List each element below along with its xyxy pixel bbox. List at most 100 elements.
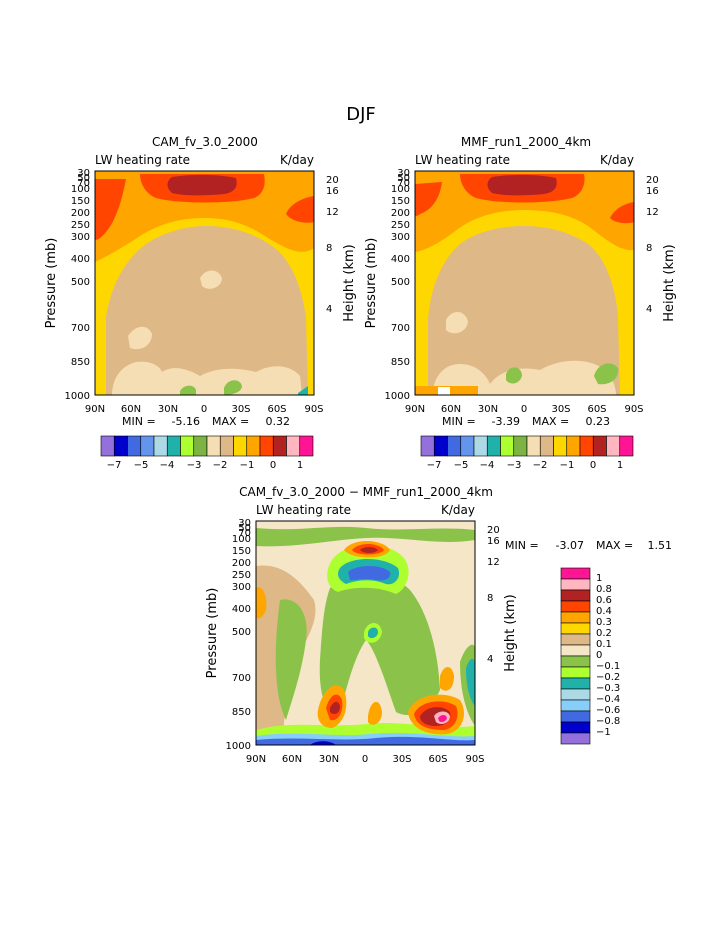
panel-cam: CAM_fv_3.0_2000 LW heating rate K/day 30… [44,135,357,471]
diff-ytick-150: 150 [232,546,251,557]
diff-colorbar-swatches [560,567,591,745]
diff-ytick-50: 50 [238,523,251,534]
panel-cam-yaxis: 30 50 70 100 150 200 250 300 400 500 700… [44,168,90,402]
diff-y2label: Height (km) [503,594,518,671]
panel-mmf-variable: LW heating rate [415,153,510,167]
cam-max-label: MAX = [212,415,249,428]
cam-xtick-60n: 60N [121,404,141,415]
diff-colorbar-swatch [560,655,591,668]
diff-cbar-label-0p3: 0.3 [596,617,612,628]
cam-y2tick-8: 8 [326,243,332,254]
mmf-xtick-60s: 60S [587,404,606,415]
mmf-ylabel: Pressure (mb) [364,238,379,329]
diff-colorbar-swatch [560,677,591,690]
diff-ytick-100: 100 [232,534,251,545]
cam-colorbar-swatch [193,435,208,457]
cam-cbar-label-m1: −1 [240,460,255,471]
cam-fill-red-left [95,179,126,240]
mmf-colorbar-swatch [460,435,475,457]
diff-fill-magenta-lowright [438,715,447,722]
mmf-min-label: MIN = [442,415,476,428]
mmf-y2tick-12: 12 [646,207,659,218]
mmf-colorbar-swatch [592,435,607,457]
cam-y2tick-4: 4 [326,304,332,315]
mmf-ytick-150: 150 [391,196,410,207]
mmf-cbar-label-m4: −4 [480,460,495,471]
diff-cbar-label-m0p2: −0.2 [596,672,620,683]
diff-fill-teal-center [368,627,378,639]
diff-colorbar-swatch [560,644,591,657]
mmf-ytick-70: 70 [397,178,410,189]
diff-y2tick-20: 20 [487,525,500,536]
cam-fill-wheat-patch [128,326,152,350]
cam-colorbar-swatch [100,435,115,457]
mmf-ytick-700: 700 [391,323,410,334]
diff-ytick-400: 400 [232,604,251,615]
diff-cbar-label-m0p1: −0.1 [596,661,620,672]
diff-colorbar-swatch [560,567,591,580]
panel-cam-xaxis: 90N 60N 30N 0 30S 60S 90S [85,404,324,415]
mmf-xtick-90s: 90S [624,404,643,415]
cam-y2label: Height (km) [342,244,357,321]
mmf-max-value: 0.23 [586,415,611,428]
diff-cbar-label-0p2: 0.2 [596,628,612,639]
diff-colorbar-swatch [560,578,591,591]
cam-ylabel: Pressure (mb) [44,238,59,329]
cam-y2tick-16: 16 [326,186,339,197]
cam-ytick-400: 400 [71,254,90,265]
cam-ytick-50: 50 [77,173,90,184]
mmf-colorbar-swatch [606,435,621,457]
diff-ytick-300: 300 [232,582,251,593]
diff-fill-blue [348,566,391,581]
cam-xtick-90s: 90S [304,404,323,415]
cam-ytick-150: 150 [71,196,90,207]
mmf-colorbar-swatch [447,435,462,457]
diff-ytick-1000: 1000 [226,741,251,752]
diff-xtick-0: 0 [362,754,368,765]
mmf-colorbar-swatch [473,435,488,457]
diff-fill-teal-rightedge [466,658,475,706]
diff-cbar-label-m0p3: −0.3 [596,683,620,694]
mmf-colorbar-swatch [433,435,448,457]
panel-mmf-title: MMF_run1_2000_4km [461,135,591,149]
mmf-y2tick-20: 20 [646,175,659,186]
diff-ytick-70: 70 [238,528,251,539]
diff-fill-darkred-lowleft [330,701,340,714]
diff-colorbar-swatch [560,721,591,734]
mmf-fill-red-left [415,182,442,216]
mmf-fill-wheat-patch [446,311,468,334]
diff-fill-orange-leftedge [256,587,267,619]
mmf-cbar-label-1: 1 [617,460,623,471]
mmf-xtick-90n: 90N [405,404,425,415]
diff-fill-orange-right [440,667,454,691]
mmf-cbar-label-m7: −7 [427,460,442,471]
panel-cam-units: K/day [280,153,314,167]
diff-y2tick-4: 4 [487,654,493,665]
cam-ytick-1000: 1000 [65,391,90,402]
mmf-ytick-250: 250 [391,220,410,231]
diff-xtick-90s: 90S [465,754,484,765]
diff-min-value: -3.07 [556,539,584,552]
diff-ytick-700: 700 [232,673,251,684]
diff-fill-orange-lowmid [368,701,382,725]
cam-fill-green1 [224,380,242,395]
panel-diff-yaxis: 30 50 70 100 150 200 250 300 400 500 700… [205,518,251,752]
mmf-y2tick-16: 16 [646,186,659,197]
mmf-colorbar-swatch [553,435,568,457]
diff-fill-blue-sfc [256,736,475,745]
diff-cbar-label-0p1: 0.1 [596,639,612,650]
mmf-y2tick-4: 4 [646,304,652,315]
diff-colorbar-swatch [560,732,591,745]
diff-y2tick-8: 8 [487,593,493,604]
diff-colorbar-swatch [560,699,591,712]
mmf-colorbar-swatch [500,435,515,457]
mmf-cbar-label-m3: −3 [507,460,522,471]
cam-fill-teal [298,386,308,395]
cam-colorbar-swatches [100,435,314,457]
panel-cam-title: CAM_fv_3.0_2000 [152,135,258,149]
diff-ylabel: Pressure (mb) [205,588,220,679]
panel-mmf-contours [415,171,634,395]
cam-fill-wheat [112,361,302,395]
mmf-colorbar-swatch [486,435,501,457]
mmf-xtick-60n: 60N [441,404,461,415]
